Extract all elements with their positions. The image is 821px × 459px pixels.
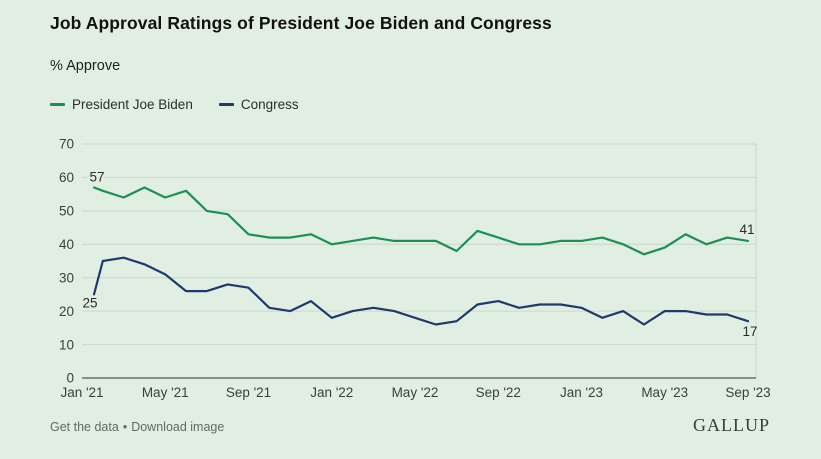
congress-line-swatch-icon bbox=[218, 103, 234, 106]
gallup-logo: GALLUP bbox=[693, 415, 770, 435]
data-label: 25 bbox=[82, 295, 97, 310]
x-tick-label: May '21 bbox=[142, 385, 189, 400]
biden-line bbox=[92, 186, 750, 256]
y-tick-label: 30 bbox=[59, 270, 74, 285]
y-tick-label: 50 bbox=[59, 204, 74, 219]
y-tick-label: 70 bbox=[59, 137, 74, 152]
x-tick-label: Sep '23 bbox=[725, 385, 770, 400]
y-tick-label: 0 bbox=[66, 371, 74, 386]
legend: President Joe Biden Congress bbox=[50, 97, 299, 112]
chart-title: Job Approval Ratings of President Joe Bi… bbox=[50, 13, 552, 33]
x-tick-label: Sep '21 bbox=[226, 385, 271, 400]
data-label: 41 bbox=[739, 222, 754, 237]
footer-links: Get the data • Download image bbox=[50, 420, 224, 434]
legend-item-biden: President Joe Biden bbox=[50, 97, 193, 112]
legend-label-biden: President Joe Biden bbox=[72, 97, 193, 112]
download-image-link[interactable]: Download image bbox=[131, 420, 225, 434]
chart-subtitle: % Approve bbox=[50, 58, 121, 74]
x-tick-label: Sep '22 bbox=[476, 385, 521, 400]
x-tick-label: May '22 bbox=[392, 385, 439, 400]
x-tick-label: Jan '23 bbox=[560, 385, 603, 400]
y-tick-label: 20 bbox=[59, 304, 74, 319]
data-label: 57 bbox=[89, 169, 104, 184]
x-tick-label: May '23 bbox=[641, 385, 688, 400]
x-tick-label: Jan '22 bbox=[310, 385, 353, 400]
get-the-data-link[interactable]: Get the data bbox=[50, 420, 119, 434]
y-tick-label: 10 bbox=[59, 337, 74, 352]
legend-item-congress: Congress bbox=[218, 97, 299, 112]
biden-line-swatch-icon bbox=[50, 103, 65, 106]
x-tick-label: Jan '21 bbox=[60, 385, 103, 400]
data-label: 17 bbox=[742, 324, 757, 339]
y-tick-label: 40 bbox=[59, 237, 74, 252]
y-tick-label: 60 bbox=[59, 170, 74, 185]
legend-label-congress: Congress bbox=[240, 97, 299, 112]
congress-line bbox=[92, 256, 750, 326]
footer-separator: • bbox=[122, 420, 128, 434]
